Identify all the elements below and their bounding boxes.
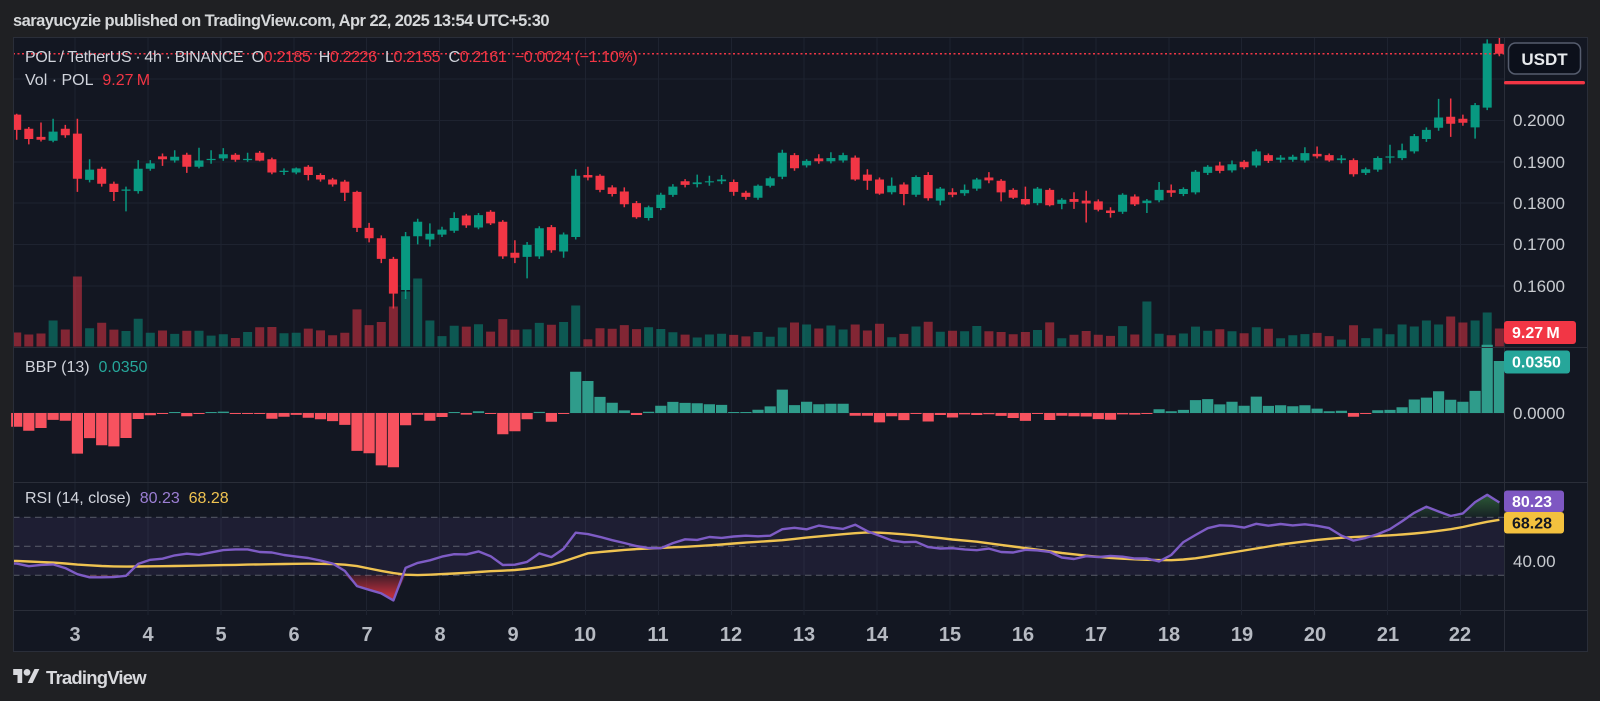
svg-text:BBP (13) 0.0350: BBP (13) 0.0350 (25, 359, 148, 376)
svg-text:4: 4 (142, 624, 154, 646)
svg-text:sarayucyzie published on Tradi: sarayucyzie published on TradingView.com… (13, 12, 549, 30)
svg-text:POL / TetherUS · 4h · BINANCE: POL / TetherUS · 4h · BINANCE O0.2185 H0… (25, 49, 637, 66)
svg-text:5: 5 (215, 624, 226, 646)
svg-text:10: 10 (574, 624, 596, 646)
svg-text:0.0350: 0.0350 (1512, 355, 1561, 372)
svg-text:40.00: 40.00 (1513, 552, 1556, 571)
svg-text:19: 19 (1231, 624, 1253, 646)
svg-text:12: 12 (720, 624, 742, 646)
svg-text:9.27 M: 9.27 M (1512, 325, 1560, 342)
svg-text:68.28: 68.28 (1512, 515, 1552, 532)
svg-text:0.1600: 0.1600 (1513, 277, 1565, 296)
svg-text:0.1800: 0.1800 (1513, 194, 1565, 213)
svg-text:18: 18 (1158, 624, 1180, 646)
svg-text:7: 7 (361, 624, 372, 646)
svg-text:13: 13 (793, 624, 815, 646)
svg-text:0.0000: 0.0000 (1513, 404, 1565, 423)
svg-text:22: 22 (1449, 624, 1471, 646)
svg-text:15: 15 (939, 624, 961, 646)
svg-text:20: 20 (1304, 624, 1326, 646)
svg-text:8: 8 (434, 624, 445, 646)
svg-text:0.2000: 0.2000 (1513, 111, 1565, 130)
svg-text:14: 14 (866, 624, 889, 646)
svg-text:TradingView: TradingView (46, 667, 147, 688)
svg-text:16: 16 (1012, 624, 1034, 646)
svg-text:Vol · POL 9.27 M: Vol · POL 9.27 M (25, 72, 150, 89)
svg-text:0.1900: 0.1900 (1513, 153, 1565, 172)
svg-text:6: 6 (288, 624, 299, 646)
svg-text:USDT: USDT (1521, 50, 1568, 69)
svg-text:11: 11 (647, 624, 668, 646)
svg-text:17: 17 (1085, 624, 1107, 646)
svg-text:9: 9 (507, 624, 518, 646)
svg-text:21: 21 (1377, 624, 1399, 646)
svg-text:RSI (14, close) 80.23 68.28: RSI (14, close) 80.23 68.28 (25, 490, 229, 507)
svg-text:3: 3 (69, 624, 80, 646)
svg-text:80.23: 80.23 (1512, 494, 1552, 511)
svg-text:0.1700: 0.1700 (1513, 235, 1565, 254)
